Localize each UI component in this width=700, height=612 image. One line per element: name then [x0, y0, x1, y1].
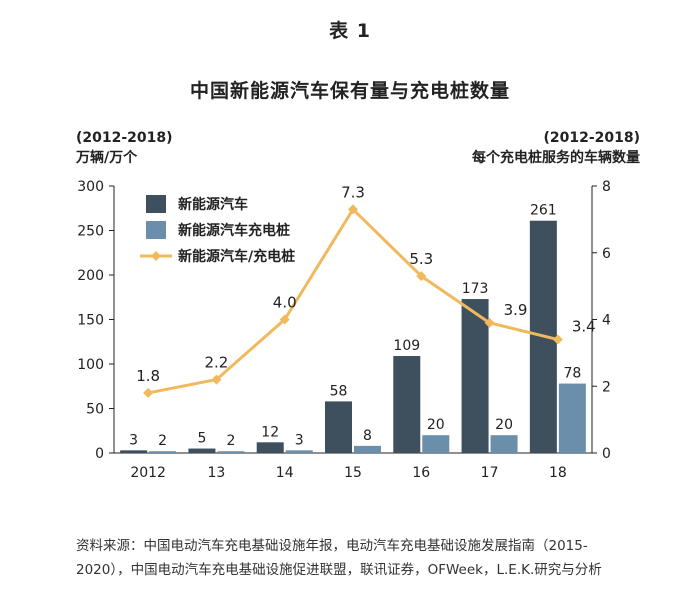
bar-chargers	[558, 383, 586, 453]
right-tick-label: 0	[602, 446, 611, 462]
x-tick-label: 17	[481, 465, 499, 481]
legend-swatch-ratio-marker	[151, 251, 161, 261]
bar-chargers	[354, 445, 381, 453]
x-tick-label: 13	[208, 465, 226, 481]
bar-chargers	[490, 435, 518, 453]
legend-swatch-vehicles	[146, 195, 166, 213]
x-tick-label: 15	[344, 465, 362, 481]
bar-vehicles	[393, 355, 421, 453]
ratio-point-marker	[143, 387, 154, 398]
bar-value-label: 78	[563, 366, 581, 382]
bar-value-label: 2	[158, 433, 167, 449]
right-tick-label: 8	[602, 179, 611, 195]
bar-value-label: 12	[261, 424, 279, 440]
left-tick-label: 300	[77, 179, 104, 195]
left-tick-label: 250	[77, 224, 104, 240]
right-axis-unit: 每个充电桩服务的车辆数量	[472, 150, 640, 166]
ratio-point-marker	[416, 271, 427, 282]
bar-value-label: 3	[295, 432, 304, 448]
legend-label: 新能源汽车充电桩	[178, 222, 290, 239]
legend-label: 新能源汽车	[178, 196, 248, 213]
left-tick-label: 150	[77, 313, 104, 329]
bar-value-label: 3	[129, 432, 138, 448]
ratio-point-label: 1.8	[136, 367, 160, 385]
ratio-point-marker	[211, 374, 222, 385]
ratio-point-label: 5.3	[409, 250, 433, 268]
left-tick-label: 0	[95, 446, 104, 462]
left-axis-unit: 万辆/万个	[76, 150, 138, 166]
bar-vehicles	[120, 450, 148, 453]
chart-title: 中国新能源汽车保有量与充电桩数量	[189, 80, 510, 102]
legend-label: 新能源汽车/充电桩	[178, 248, 295, 265]
right-tick-label: 2	[602, 379, 611, 395]
bar-chargers	[285, 450, 313, 453]
bar-vehicles	[461, 299, 489, 453]
bar-value-label: 8	[363, 428, 372, 444]
bar-value-label: 261	[530, 203, 557, 219]
ratio-point-label: 7.3	[341, 183, 365, 201]
bar-vehicles	[325, 401, 352, 453]
legend-swatch-chargers	[146, 221, 166, 239]
left-tick-label: 50	[86, 402, 104, 418]
ratio-point-marker	[279, 314, 290, 325]
ratio-point-marker	[552, 334, 563, 345]
bar-value-label: 173	[462, 281, 489, 297]
left-tick-label: 100	[77, 357, 104, 373]
left-axis-range: (2012-2018)	[76, 130, 173, 146]
bar-vehicles	[188, 448, 216, 453]
x-tick-label: 16	[412, 465, 430, 481]
bar-value-label: 2	[226, 433, 235, 449]
bar-value-label: 58	[330, 383, 348, 399]
bar-value-label: 20	[495, 417, 513, 433]
ratio-point-label: 2.2	[204, 354, 228, 372]
left-tick-label: 200	[77, 268, 104, 284]
x-tick-label: 14	[276, 465, 294, 481]
right-tick-label: 4	[602, 313, 611, 329]
right-tick-label: 6	[602, 246, 611, 262]
bar-value-label: 109	[393, 338, 420, 354]
bar-chargers	[422, 435, 450, 453]
bar-value-label: 20	[427, 417, 445, 433]
x-tick-label: 2012	[130, 465, 166, 481]
right-axis-header: (2012-2018) 每个充电桩服务的车辆数量	[472, 128, 640, 168]
x-tick-label: 18	[549, 465, 567, 481]
ratio-point-label: 4.0	[273, 294, 297, 312]
ratio-point-marker	[484, 317, 495, 328]
bar-chargers	[149, 451, 177, 453]
ratio-point-label: 3.4	[572, 318, 596, 336]
bar-vehicles	[256, 442, 284, 453]
source-note: 资料来源：中国电动汽车充电基础设施年报，电动汽车充电基础设施发展指南（2015-…	[76, 538, 602, 578]
chart-table-label: 表 1	[329, 20, 371, 42]
ratio-point-marker	[348, 204, 358, 215]
ratio-point-label: 3.9	[504, 301, 528, 319]
right-axis-range: (2012-2018)	[543, 130, 640, 146]
bar-chargers	[217, 451, 245, 453]
bar-value-label: 5	[197, 431, 206, 447]
left-axis-header: (2012-2018) 万辆/万个	[76, 128, 173, 168]
